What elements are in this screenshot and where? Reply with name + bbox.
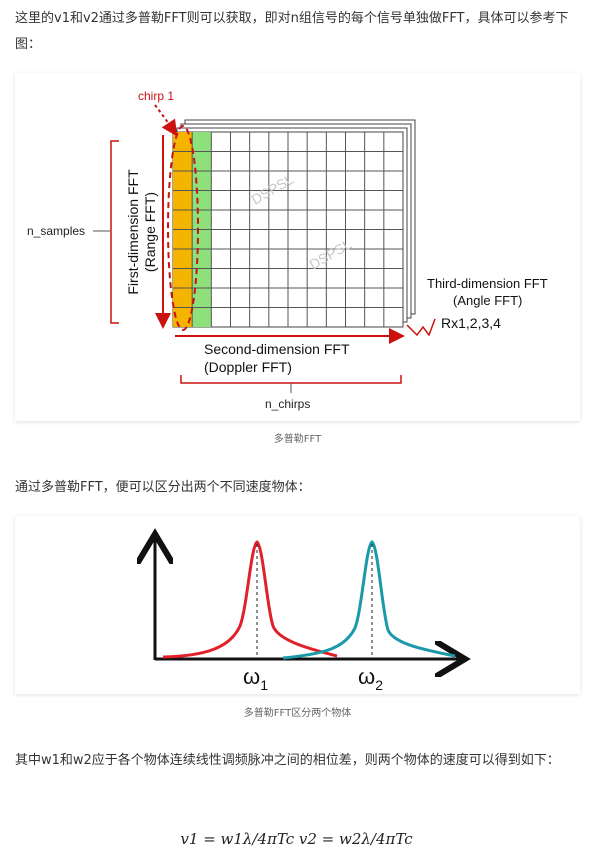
samples-label: n_samples (27, 224, 85, 238)
paragraph-distinguish: 通过多普勒FFT，便可以区分出两个不同速度物体： (15, 480, 311, 495)
figure1-caption: 多普勒FFT (273, 434, 322, 445)
chirp-pointer-arrow (154, 104, 178, 137)
figure-two-objects: ω1 ω2 (15, 516, 580, 694)
angle-bracket (406, 318, 436, 337)
third-dim-label-1: Third-dimension FFT (427, 276, 548, 291)
omega2-label: ω2 (358, 664, 383, 693)
peak-object-1 (162, 540, 338, 659)
paragraph-phase: 其中w1和w2应于各个物体连续线性调频脉冲之间的相位差，则两个物体的速度可以得到… (15, 753, 560, 768)
velocity-formula: v1 = w1λ/4πTc v2 = w2λ/4πTc (180, 830, 413, 848)
peak-object-2 (282, 540, 456, 660)
first-dim-label-1: First-dimension FFT (125, 169, 141, 295)
samples-bracket (110, 140, 119, 324)
paragraph-intro: 这里的v1和v2通过多普勒FFT则可以获取，即对n组信号的每个信号单独做FFT，… (15, 11, 569, 52)
second-dim-label-1: Second-dimension FFT (204, 341, 350, 357)
figure-doppler-fft: chirp 1 n_samples First-dimension FFT (R… (15, 73, 580, 421)
doppler-fft-diagram: chirp 1 n_samples First-dimension FFT (R… (27, 89, 548, 411)
chirp-ellipse (167, 125, 199, 331)
chirps-label: n_chirps (265, 397, 310, 411)
two-peaks-diagram: ω1 ω2 (15, 516, 580, 693)
figure2-caption: 多普勒FFT区分两个物体 (243, 708, 352, 719)
chirps-bracket (180, 375, 402, 384)
chirp-label: chirp 1 (138, 89, 174, 103)
second-dim-label-2: (Doppler FFT) (204, 359, 292, 375)
omega1-label: ω1 (243, 664, 268, 693)
first-dim-label-2: (Range FFT) (142, 192, 158, 272)
range-doppler-grid (172, 131, 404, 328)
rx-label: Rx1,2,3,4 (441, 315, 501, 331)
third-dim-label-2: (Angle FFT) (453, 293, 522, 308)
